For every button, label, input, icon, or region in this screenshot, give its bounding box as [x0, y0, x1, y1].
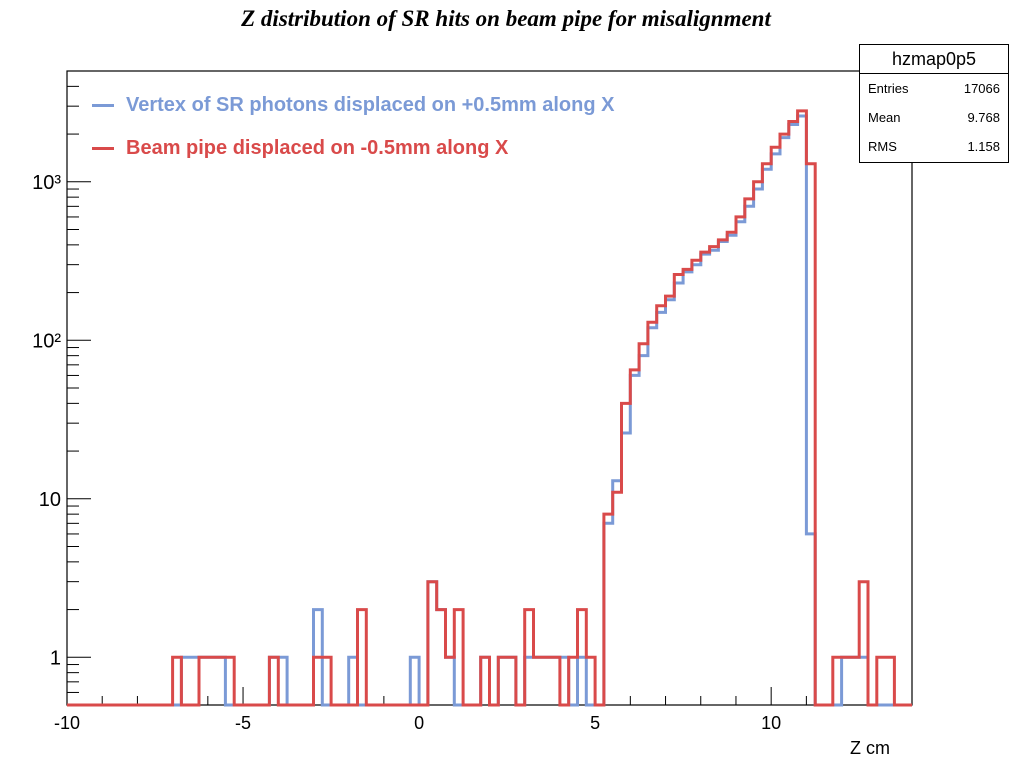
stats-histogram-name: hzmap0p5	[860, 45, 1008, 74]
y-tick-label: 10³	[32, 172, 61, 194]
legend-item-vertex: Vertex of SR photons displaced on +0.5mm…	[92, 84, 614, 127]
x-tick-label: -10	[54, 713, 80, 733]
stats-label: Mean	[868, 110, 901, 125]
stats-row-mean: Mean 9.768	[860, 103, 1008, 132]
y-tick-label: 10²	[32, 330, 61, 352]
stats-row-entries: Entries 17066	[860, 74, 1008, 103]
stats-box: hzmap0p5 Entries 17066 Mean 9.768 RMS 1.…	[859, 44, 1009, 163]
legend: Vertex of SR photons displaced on +0.5mm…	[92, 84, 614, 170]
legend-label-beampipe: Beam pipe displaced on -0.5mm along X	[126, 137, 509, 159]
stats-value: 1.158	[967, 139, 1000, 154]
legend-swatch-beampipe	[92, 147, 114, 150]
stats-label: RMS	[868, 139, 897, 154]
x-tick-label: 5	[590, 713, 600, 733]
series-line-0	[67, 114, 912, 707]
legend-swatch-vertex	[92, 104, 114, 107]
y-tick-label: 1	[50, 647, 61, 669]
stats-label: Entries	[868, 81, 909, 96]
stats-row-rms: RMS 1.158	[860, 132, 1008, 161]
legend-label-vertex: Vertex of SR photons displaced on +0.5mm…	[126, 94, 615, 116]
x-tick-label: 10	[761, 713, 781, 733]
y-tick-label: 10	[39, 489, 61, 511]
stats-value: 9.768	[967, 110, 1000, 125]
legend-item-beampipe: Beam pipe displaced on -0.5mm along X	[92, 127, 614, 170]
x-axis-title: Z cm	[850, 738, 890, 758]
stats-value: 17066	[963, 81, 1000, 96]
x-tick-label: -5	[235, 713, 251, 733]
histogram-series	[67, 109, 912, 707]
series-line-1	[67, 109, 912, 707]
axis-tick-labels: -10 -5 0 5 10 1 10 10² 10³	[32, 172, 781, 733]
chart-title: Z distribution of SR hits on beam pipe f…	[241, 6, 771, 31]
x-tick-label: 0	[414, 713, 424, 733]
